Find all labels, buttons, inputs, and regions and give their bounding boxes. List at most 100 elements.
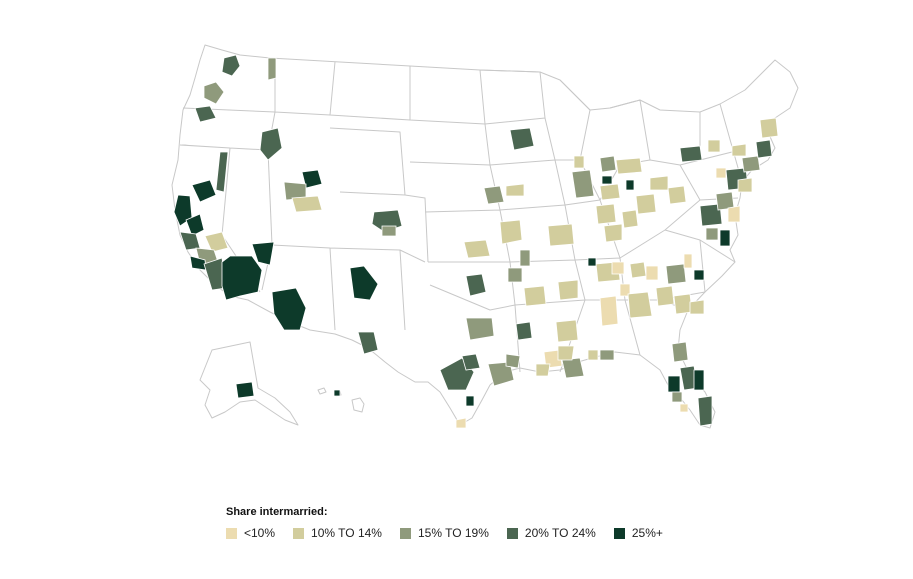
legend-label: 25%+	[631, 526, 663, 540]
legend-item: <10%	[226, 526, 275, 540]
metro-area	[221, 54, 241, 77]
metro-area	[259, 127, 283, 161]
metro-area	[671, 391, 683, 403]
metro-area	[599, 349, 615, 361]
metro-area	[505, 353, 521, 369]
metro-area	[755, 139, 773, 159]
metro-area	[301, 169, 323, 189]
metro-area	[461, 353, 481, 371]
metro-area	[693, 269, 705, 281]
metro-area	[215, 151, 229, 193]
us-map	[171, 44, 799, 429]
metro-area	[465, 395, 475, 407]
metro-area	[727, 205, 741, 223]
legend-swatch	[226, 527, 237, 539]
metro-area	[499, 219, 523, 245]
legend-title: Share intermarried:	[226, 506, 328, 518]
metro-area	[487, 361, 515, 387]
metro-area	[291, 195, 323, 213]
legend-label: 20% TO 24%	[524, 526, 596, 540]
metro-area	[741, 155, 761, 173]
legend-items: <10% 10% TO 14% 15% TO 19% 20% TO 24% 25…	[226, 526, 681, 540]
metro-area	[543, 349, 563, 369]
metro-area	[357, 331, 379, 355]
state-lines	[179, 58, 743, 373]
metro-area	[251, 241, 275, 266]
metro-area	[673, 293, 693, 315]
legend-item: 20% TO 24%	[506, 526, 596, 540]
metro-area	[667, 185, 687, 205]
metro-area	[715, 167, 727, 179]
metro-area	[587, 349, 599, 361]
metro-area	[203, 81, 225, 105]
legend-label: 15% TO 19%	[417, 526, 489, 540]
metro-area	[221, 255, 263, 301]
metro-area	[599, 155, 617, 173]
metro-area	[595, 203, 617, 225]
metro-area	[699, 203, 723, 227]
metro-area	[719, 229, 731, 247]
metro-area	[671, 341, 689, 363]
metro-area	[557, 345, 575, 361]
metro-area	[333, 389, 341, 397]
metro-area	[587, 257, 597, 267]
metro-area	[465, 317, 495, 341]
metro-area	[679, 145, 703, 163]
metro-area	[507, 267, 523, 283]
metro-area	[179, 231, 201, 251]
metro-area	[625, 179, 635, 191]
metro-area	[601, 175, 613, 185]
metro-area	[381, 225, 397, 237]
metro-area	[603, 223, 623, 243]
metro-area	[621, 209, 639, 229]
metro-area	[635, 193, 657, 215]
metro-area	[463, 239, 491, 259]
legend-label: <10%	[244, 526, 276, 540]
metro-area	[547, 223, 575, 247]
metro-area	[509, 127, 535, 151]
metro-area	[523, 285, 547, 307]
metro-area	[667, 375, 681, 393]
legend-swatch	[613, 527, 625, 539]
metro-area	[271, 287, 307, 331]
hawaii	[317, 387, 365, 413]
metro-area	[705, 227, 719, 241]
metro-area	[561, 357, 585, 379]
metro-area	[655, 285, 675, 307]
legend-swatch	[293, 527, 305, 539]
legend-swatch	[399, 527, 411, 539]
metro-area	[535, 363, 551, 377]
metro-area	[455, 417, 467, 429]
metro-area	[627, 291, 653, 319]
legend-swatch	[506, 527, 518, 539]
metro-area	[737, 177, 753, 193]
metro-area	[697, 395, 713, 427]
metro-area	[557, 279, 579, 301]
metro-area	[611, 261, 625, 275]
metro-area	[599, 183, 621, 201]
metro-area	[204, 231, 229, 253]
metro-area	[194, 105, 217, 123]
metro-area	[519, 249, 531, 267]
metro-area	[185, 213, 205, 237]
metro-area	[235, 381, 255, 399]
metro-area	[645, 265, 659, 281]
us-outline	[171, 44, 799, 429]
metro-area	[629, 261, 647, 279]
metro-area	[191, 179, 217, 203]
metro-area	[615, 157, 643, 175]
metro-area	[665, 263, 687, 285]
metro-area	[555, 319, 579, 343]
metro-area	[689, 299, 705, 315]
metro-area	[515, 321, 533, 341]
metro-area	[573, 155, 585, 169]
metro-area	[707, 139, 721, 153]
legend-item: 25%+	[613, 526, 663, 540]
metro-area	[267, 57, 277, 81]
metro-areas	[173, 54, 779, 429]
metro-area	[483, 185, 505, 205]
metro-area	[349, 265, 379, 301]
legend-item: 15% TO 19%	[399, 526, 489, 540]
metro-area	[505, 183, 525, 197]
metro-area	[683, 253, 693, 269]
